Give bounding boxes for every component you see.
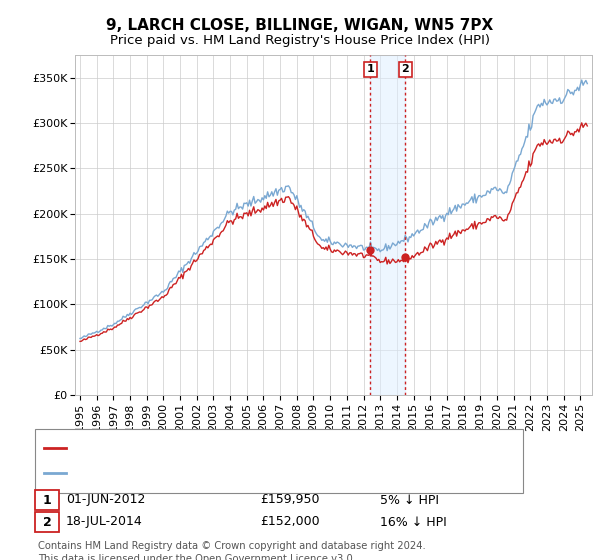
Text: 01-JUN-2012: 01-JUN-2012 (66, 493, 145, 506)
Text: £152,000: £152,000 (260, 516, 320, 529)
Text: 9, LARCH CLOSE, BILLINGE, WIGAN, WN5 7PX: 9, LARCH CLOSE, BILLINGE, WIGAN, WN5 7PX (106, 18, 494, 33)
Bar (370, 55, 405, 395)
Text: 2: 2 (401, 64, 409, 74)
Text: 5% ↓ HPI: 5% ↓ HPI (380, 493, 439, 506)
Text: 18-JUL-2014: 18-JUL-2014 (66, 516, 143, 529)
Text: 2: 2 (43, 516, 52, 529)
Text: HPI: Average price, detached house, St Helens: HPI: Average price, detached house, St H… (71, 466, 346, 479)
Text: Price paid vs. HM Land Registry's House Price Index (HPI): Price paid vs. HM Land Registry's House … (110, 34, 490, 47)
Text: 16% ↓ HPI: 16% ↓ HPI (380, 516, 447, 529)
Text: 1: 1 (367, 64, 374, 74)
Text: 1: 1 (43, 493, 52, 506)
Text: 9, LARCH CLOSE, BILLINGE, WIGAN, WN5 7PX (detached house): 9, LARCH CLOSE, BILLINGE, WIGAN, WN5 7PX… (71, 441, 445, 455)
Text: £159,950: £159,950 (260, 493, 320, 506)
Text: Contains HM Land Registry data © Crown copyright and database right 2024.
This d: Contains HM Land Registry data © Crown c… (38, 541, 426, 560)
